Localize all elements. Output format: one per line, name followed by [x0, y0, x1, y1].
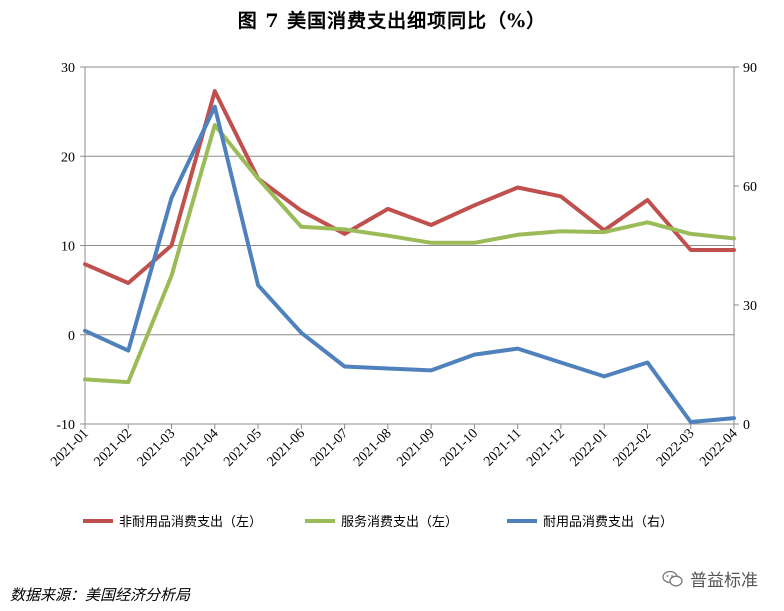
left-tick-label: 0	[68, 329, 75, 344]
x-tick-label: 2021-05	[221, 426, 265, 470]
left-tick-label: 10	[61, 240, 75, 255]
left-axis-ticks: 30 20 10 0 -10	[56, 61, 85, 433]
left-tick-label: 20	[61, 150, 75, 165]
right-tick-label: 90	[743, 61, 757, 76]
x-tick-label: 2021-06	[265, 426, 309, 470]
left-tick-label: -10	[56, 418, 75, 433]
x-axis-ticks: 2021-01 2021-02 2021-03 2021-04 2021-05 2021-…	[48, 424, 741, 470]
x-tick-label: 2022-04	[697, 426, 741, 470]
series-line-2	[83, 104, 736, 424]
chart-title: 图 7 美国消费支出细项同比（%）	[237, 10, 547, 32]
legend: 非耐用品消费支出（左） 服务消费支出（左） 耐用品消费支出（右）	[83, 514, 673, 530]
right-axis-ticks: 90 60 30 0	[734, 61, 757, 433]
series-line-0	[83, 89, 736, 285]
legend-label-1: 服务消费支出（左）	[341, 514, 458, 530]
x-tick-label: 2021-07	[308, 426, 352, 470]
series-line-1	[83, 123, 736, 385]
series-lines	[83, 89, 736, 424]
watermark: 普益标准	[662, 566, 758, 591]
x-tick-label: 2021-03	[135, 426, 179, 470]
right-tick-label: 60	[743, 180, 757, 195]
left-tick-label: 30	[61, 61, 75, 76]
x-tick-label: 2021-02	[91, 426, 135, 470]
wechat-icon	[662, 570, 683, 586]
x-tick-label: 2022-02	[611, 426, 655, 470]
right-tick-label: 0	[743, 418, 750, 433]
watermark-text: 普益标准	[690, 571, 758, 591]
x-tick-label: 2021-09	[394, 426, 438, 470]
x-tick-label: 2022-01	[567, 426, 611, 470]
source-note: 数据来源：美国经济分析局	[10, 586, 191, 604]
legend-label-0: 非耐用品消费支出（左）	[119, 515, 262, 530]
x-tick-label: 2022-03	[654, 426, 698, 470]
right-tick-label: 30	[743, 299, 757, 314]
x-tick-label: 2021-04	[178, 426, 222, 470]
x-tick-label: 2021-10	[438, 426, 482, 470]
x-tick-label: 2021-11	[481, 426, 524, 469]
x-tick-label: 2021-08	[351, 426, 395, 470]
legend-label-2: 耐用品消费支出（右）	[543, 515, 673, 530]
x-tick-label: 2021-12	[524, 426, 568, 470]
